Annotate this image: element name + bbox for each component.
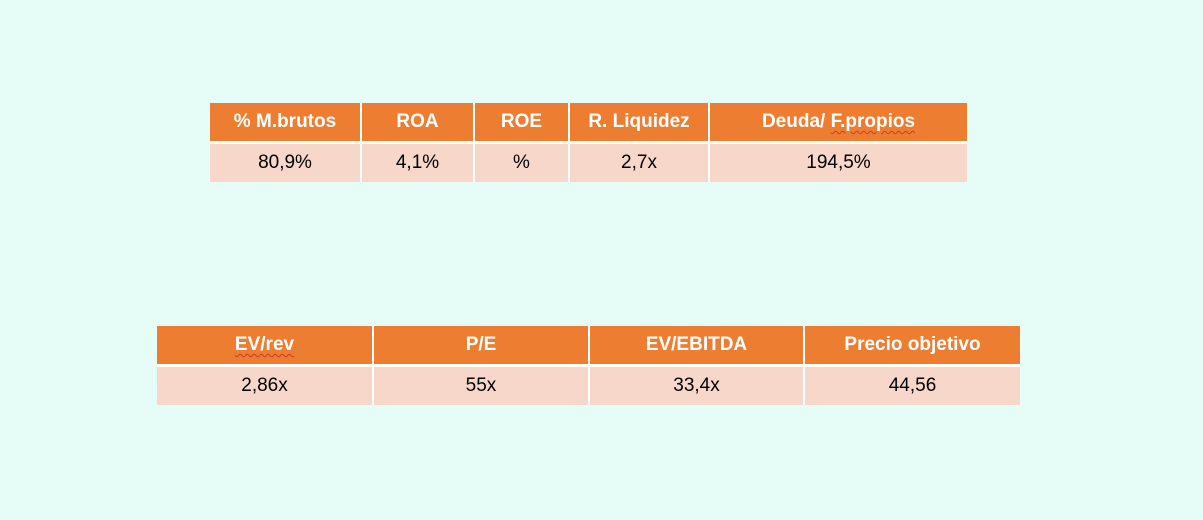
header-debt-equity: Deuda/ F.propios: [708, 103, 967, 144]
header-roe: ROE: [473, 103, 569, 144]
table-header-row: EV/rev P/E EV/EBITDA Precio objetivo: [157, 326, 1020, 367]
header-pe: P/E: [372, 326, 589, 367]
financial-ratios-table: % M.brutos ROA ROE R. Liquidez Deuda/ F.…: [210, 103, 967, 182]
value-roe: %: [473, 142, 569, 182]
header-target-price: Precio objetivo: [803, 326, 1020, 367]
value-liquidity-ratio: 2,7x: [568, 142, 709, 182]
value-pe: 55x: [372, 365, 589, 405]
header-ev-ebitda: EV/EBITDA: [588, 326, 804, 367]
value-gross-margin: 80,9%: [210, 142, 361, 182]
table-row: 80,9% 4,1% % 2,7x 194,5%: [210, 142, 967, 182]
header-debt-equity-label: Deuda/ F.propios: [761, 111, 916, 132]
header-roa: ROA: [360, 103, 474, 144]
value-target-price: 44,56: [803, 365, 1020, 405]
table-row: 2,86x 55x 33,4x 44,56: [157, 365, 1020, 405]
header-liquidity-ratio: R. Liquidez: [568, 103, 709, 144]
table-header-row: % M.brutos ROA ROE R. Liquidez Deuda/ F.…: [210, 103, 967, 144]
value-debt-equity: 194,5%: [708, 142, 967, 182]
valuation-table: EV/rev P/E EV/EBITDA Precio objetivo 2,8…: [157, 326, 1020, 405]
header-gross-margin: % M.brutos: [210, 103, 361, 144]
value-ev-rev: 2,86x: [157, 365, 373, 405]
header-ev-rev-label: EV/rev: [234, 334, 295, 355]
value-roa: 4,1%: [360, 142, 474, 182]
value-ev-ebitda: 33,4x: [588, 365, 804, 405]
header-ev-rev: EV/rev: [157, 326, 373, 367]
